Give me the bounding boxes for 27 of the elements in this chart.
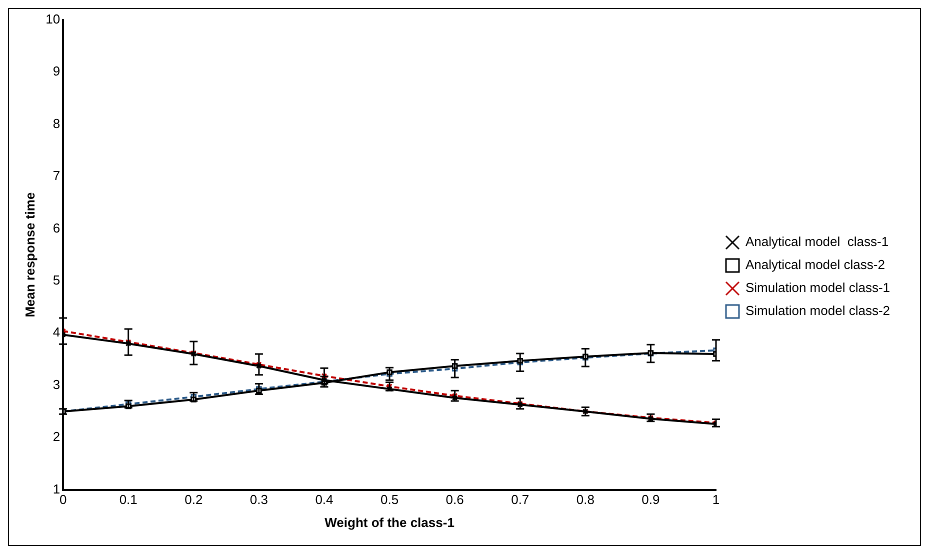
y-tick-label: 9 bbox=[52, 64, 60, 79]
x-tick-label: 1 bbox=[712, 492, 720, 508]
y-tick-label: 7 bbox=[52, 168, 60, 184]
y-tick-label: 5 bbox=[52, 272, 60, 288]
legend-label: Analytical model class-1 bbox=[745, 234, 889, 250]
x-tick-label: 0.7 bbox=[511, 492, 530, 508]
y-tick-label: 4 bbox=[52, 324, 60, 340]
y-tick-label: 1 bbox=[52, 481, 60, 496]
x-tick-label: 0.4 bbox=[315, 492, 334, 508]
x-tick-label: 0.3 bbox=[250, 492, 268, 508]
legend-label: Simulation model class-2 bbox=[745, 303, 890, 318]
y-tick-label: 3 bbox=[52, 376, 60, 392]
y-axis-title: Mean response time bbox=[22, 192, 38, 318]
x-tick-label: 0.5 bbox=[380, 492, 399, 508]
x-tick-label: 0.6 bbox=[446, 492, 464, 508]
legend-label: Analytical model class-2 bbox=[745, 257, 885, 272]
x-tick-label: 0.8 bbox=[576, 492, 594, 508]
legend-label: Simulation model class-1 bbox=[745, 280, 890, 296]
x-axis-title: Weight of the class-1 bbox=[324, 514, 454, 530]
y-tick-label: 8 bbox=[52, 116, 60, 131]
x-tick-label: 0.1 bbox=[119, 492, 138, 508]
y-tick-label: 6 bbox=[52, 220, 60, 236]
x-tick-label: 0.9 bbox=[642, 492, 660, 508]
x-tick-label: 0.2 bbox=[184, 492, 203, 508]
y-tick-label: 2 bbox=[52, 429, 60, 444]
y-tick-label: 10 bbox=[46, 11, 60, 26]
x-tick-label: 0 bbox=[59, 492, 67, 508]
